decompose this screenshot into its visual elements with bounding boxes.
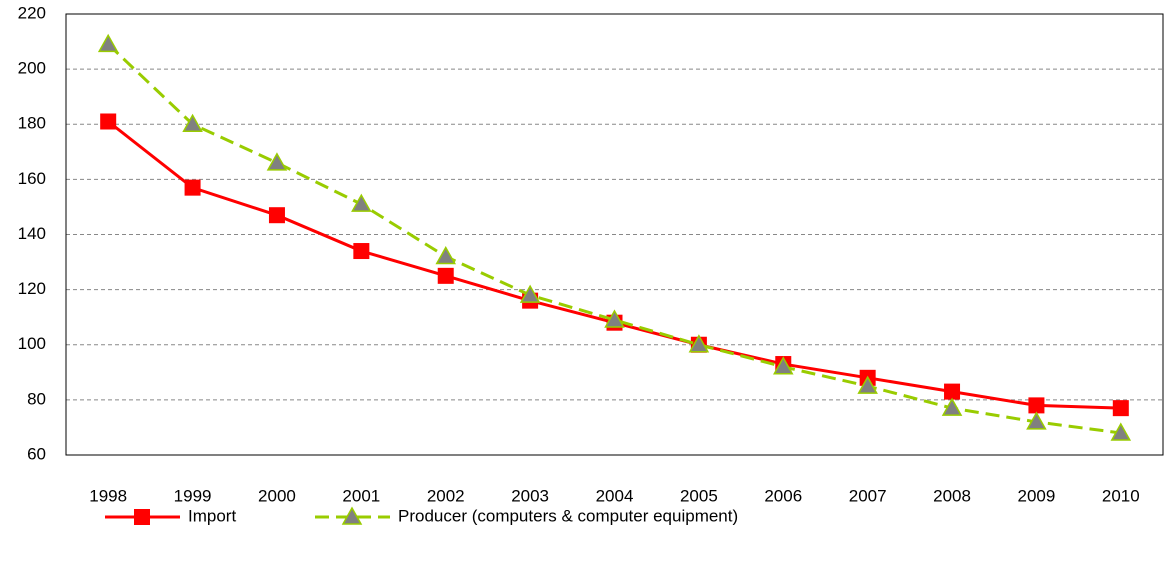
x-tick-label: 1999 (174, 486, 212, 505)
x-tick-label: 2004 (596, 486, 634, 505)
y-tick-label: 140 (18, 224, 46, 243)
x-tick-label: 2010 (1102, 486, 1140, 505)
data-point (100, 113, 117, 130)
y-tick-label: 160 (18, 169, 46, 188)
legend-label: Import (188, 506, 236, 525)
data-point (944, 383, 961, 400)
data-point (266, 152, 288, 171)
data-point (351, 193, 372, 212)
data-point (1028, 397, 1045, 414)
y-tick-label: 200 (18, 59, 46, 78)
data-point (268, 207, 285, 224)
x-tick-label: 2009 (1018, 486, 1056, 505)
data-point (772, 356, 794, 375)
data-point (941, 397, 963, 416)
x-tick-label: 2000 (258, 486, 296, 505)
y-tick-label: 60 (27, 444, 46, 463)
legend-marker (134, 509, 150, 525)
series-line (107, 120, 1121, 410)
plot-frame (65, 13, 1164, 456)
y-tick-label: 180 (18, 114, 46, 133)
data-point (182, 113, 203, 132)
data-point (437, 267, 454, 284)
y-tick-label: 100 (18, 334, 46, 353)
legend-label: Producer (computers & computer equipment… (398, 506, 738, 525)
data-point (184, 179, 201, 196)
x-tick-label: 2002 (427, 486, 465, 505)
x-tick-label: 2005 (680, 486, 718, 505)
legend-marker (341, 506, 363, 525)
data-point (688, 334, 710, 353)
x-tick-label: 2006 (764, 486, 802, 505)
x-tick-label: 2007 (849, 486, 887, 505)
x-tick-label: 2008 (933, 486, 971, 505)
data-point (1112, 400, 1129, 417)
data-point (1026, 411, 1047, 430)
series-line (107, 43, 1122, 435)
data-point (604, 309, 625, 328)
y-tick-label: 80 (27, 389, 46, 408)
x-tick-label: 2003 (511, 486, 549, 505)
x-tick-label: 1998 (89, 486, 127, 505)
y-tick-label: 220 (18, 3, 46, 22)
data-point (857, 375, 878, 394)
x-tick-label: 2001 (342, 486, 380, 505)
data-point (435, 246, 457, 265)
data-point (353, 243, 370, 260)
data-point (97, 33, 119, 53)
data-point (519, 284, 541, 303)
y-tick-label: 120 (18, 279, 46, 298)
data-point (1110, 422, 1132, 441)
